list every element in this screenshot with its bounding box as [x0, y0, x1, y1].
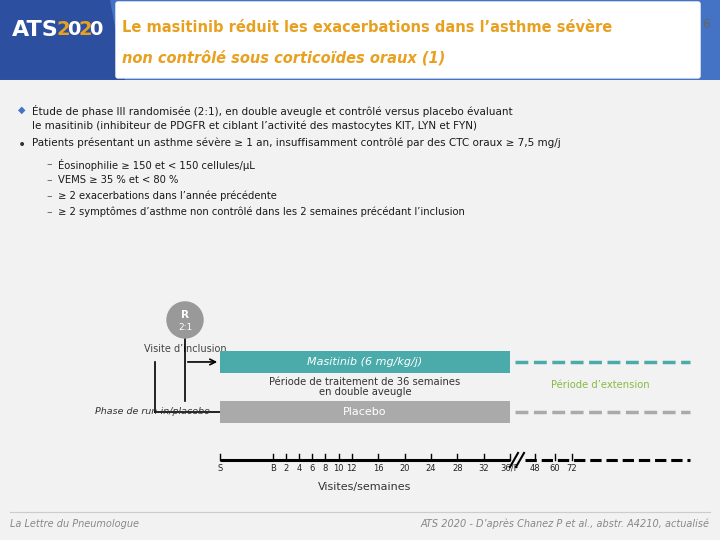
Text: 4: 4 [297, 464, 302, 473]
Text: Phase de run-in/placebo: Phase de run-in/placebo [95, 408, 210, 416]
Text: B: B [270, 464, 276, 473]
Text: 20: 20 [400, 464, 410, 473]
Text: La Lettre du Pneumologue: La Lettre du Pneumologue [10, 519, 139, 529]
Text: Période de traitement de 36 semaines: Période de traitement de 36 semaines [269, 377, 461, 387]
Text: le masitinib (inhibiteur de PDGFR et ciblant l’activité des mastocytes KIT, LYN : le masitinib (inhibiteur de PDGFR et cib… [32, 121, 477, 131]
Text: ≥ 2 symptômes d’asthme non contrôlé dans les 2 semaines précédant l’inclusion: ≥ 2 symptômes d’asthme non contrôlé dans… [58, 207, 465, 218]
Text: Visites/semaines: Visites/semaines [318, 482, 412, 492]
Text: 2: 2 [78, 21, 91, 39]
Text: 60: 60 [549, 464, 560, 473]
Text: 0: 0 [89, 21, 102, 39]
Text: 24: 24 [426, 464, 436, 473]
FancyBboxPatch shape [116, 2, 700, 78]
Text: Le masitinib réduit les exacerbations dans l’asthme sévère: Le masitinib réduit les exacerbations da… [122, 21, 612, 36]
Text: Étude de phase III randomisée (2:1), en double aveugle et contrôlé versus placeb: Étude de phase III randomisée (2:1), en … [32, 105, 513, 117]
Text: Placebo: Placebo [343, 407, 387, 417]
Text: 2: 2 [283, 464, 289, 473]
Text: 0: 0 [67, 21, 81, 39]
Text: 36/F: 36/F [500, 464, 519, 473]
Text: 12: 12 [346, 464, 357, 473]
Text: –: – [46, 175, 52, 185]
Text: non contrôlé sous corticoïdes oraux (1): non contrôlé sous corticoïdes oraux (1) [122, 50, 445, 66]
Text: 6: 6 [310, 464, 315, 473]
Text: 2:1: 2:1 [178, 323, 192, 333]
Text: 72: 72 [567, 464, 577, 473]
Text: Visite d’inclusion: Visite d’inclusion [144, 344, 226, 354]
Text: VEMS ≥ 35 % et < 80 %: VEMS ≥ 35 % et < 80 % [58, 175, 179, 185]
Text: ATS: ATS [12, 20, 59, 40]
Text: 8: 8 [323, 464, 328, 473]
Text: 48: 48 [530, 464, 540, 473]
Text: S: S [217, 464, 222, 473]
Text: 2: 2 [56, 21, 70, 39]
Bar [220, 401, 510, 423]
Text: 28: 28 [452, 464, 462, 473]
Text: ◆: ◆ [18, 105, 25, 115]
Polygon shape [0, 0, 125, 80]
Text: Patients présentant un asthme sévère ≥ 1 an, insuffisamment contrôlé par des CTC: Patients présentant un asthme sévère ≥ 1… [32, 138, 561, 148]
Text: en double aveugle: en double aveugle [319, 387, 411, 397]
Text: –: – [46, 159, 52, 169]
Text: 32: 32 [478, 464, 489, 473]
Text: –: – [46, 207, 52, 217]
Text: R: R [181, 310, 189, 320]
Text: 10: 10 [333, 464, 344, 473]
Text: •: • [18, 138, 26, 152]
Bar [220, 351, 510, 373]
Text: ≥ 2 exacerbations dans l’année précédente: ≥ 2 exacerbations dans l’année précédent… [58, 191, 277, 201]
Text: Masitinib (6 mg/kg/j): Masitinib (6 mg/kg/j) [307, 357, 423, 367]
Text: ATS 2020 - D’après Chanez P et al., abstr. A4210, actualisé: ATS 2020 - D’après Chanez P et al., abst… [421, 519, 710, 529]
Text: –: – [46, 191, 52, 201]
Text: 6: 6 [702, 18, 710, 31]
Text: 16: 16 [373, 464, 384, 473]
Circle shape [167, 302, 203, 338]
Text: Éosinophilie ≥ 150 et < 150 cellules/μL: Éosinophilie ≥ 150 et < 150 cellules/μL [58, 159, 255, 171]
Text: Période d’extension: Période d’extension [551, 380, 649, 390]
